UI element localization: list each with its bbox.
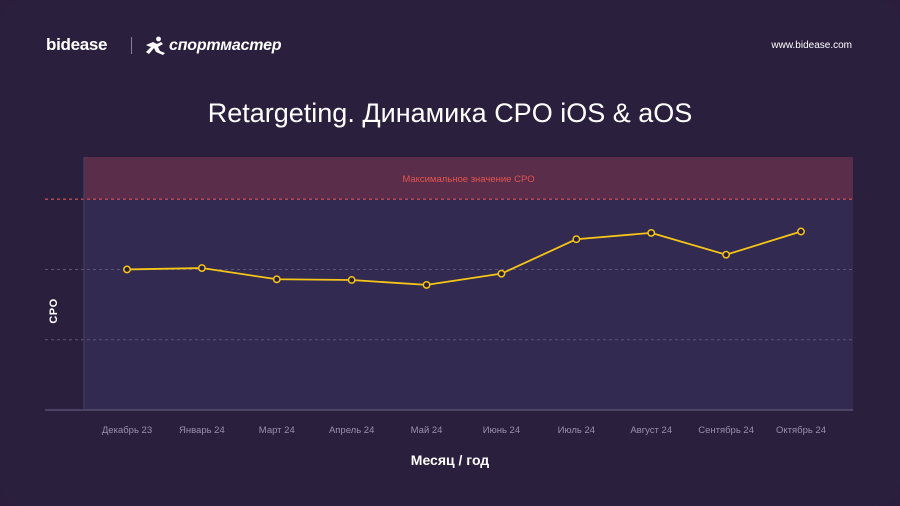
data-point bbox=[197, 264, 206, 272]
x-axis-label: Месяц / год bbox=[410, 452, 490, 468]
x-tick-label: Декабрь 23 bbox=[102, 425, 152, 436]
data-point bbox=[647, 228, 656, 237]
data-point bbox=[347, 276, 356, 284]
x-tick-label: Октябрь 24 bbox=[776, 425, 826, 436]
logo-divider bbox=[131, 37, 132, 54]
chart-title: Retargeting. Динамика CPO iOS & aOS bbox=[207, 98, 693, 128]
series-line bbox=[126, 230, 802, 286]
x-tick-label: Август 24 bbox=[630, 425, 672, 436]
data-point bbox=[272, 275, 281, 284]
data-point bbox=[722, 250, 731, 259]
bidease-logo: bidease bbox=[46, 35, 108, 54]
data-point bbox=[572, 235, 581, 244]
data-point bbox=[422, 280, 431, 289]
x-tick-label: Сентябрь 24 bbox=[698, 425, 754, 436]
x-tick-label: Июнь 24 bbox=[483, 425, 520, 436]
sportmaster-logo: спортмастер bbox=[144, 35, 282, 57]
x-tick-label: Июль 24 bbox=[558, 425, 595, 436]
website-link[interactable]: www.bidease.com bbox=[771, 40, 852, 51]
max-value-label: Максимальное значение CPO bbox=[402, 174, 534, 185]
data-point bbox=[797, 227, 805, 236]
max-value-band bbox=[84, 157, 853, 200]
x-tick-label: Апрель 24 bbox=[329, 425, 374, 436]
x-tick-label: Май 24 bbox=[411, 425, 443, 436]
runner-logo-icon bbox=[146, 36, 165, 55]
sportmaster-wordmark: спортмастер bbox=[169, 37, 282, 54]
plot-area bbox=[84, 199, 853, 410]
x-tick-label: Март 24 bbox=[259, 425, 295, 436]
data-point bbox=[497, 269, 506, 278]
data-point bbox=[123, 265, 131, 274]
x-tick-label: Январь 24 bbox=[179, 425, 225, 436]
